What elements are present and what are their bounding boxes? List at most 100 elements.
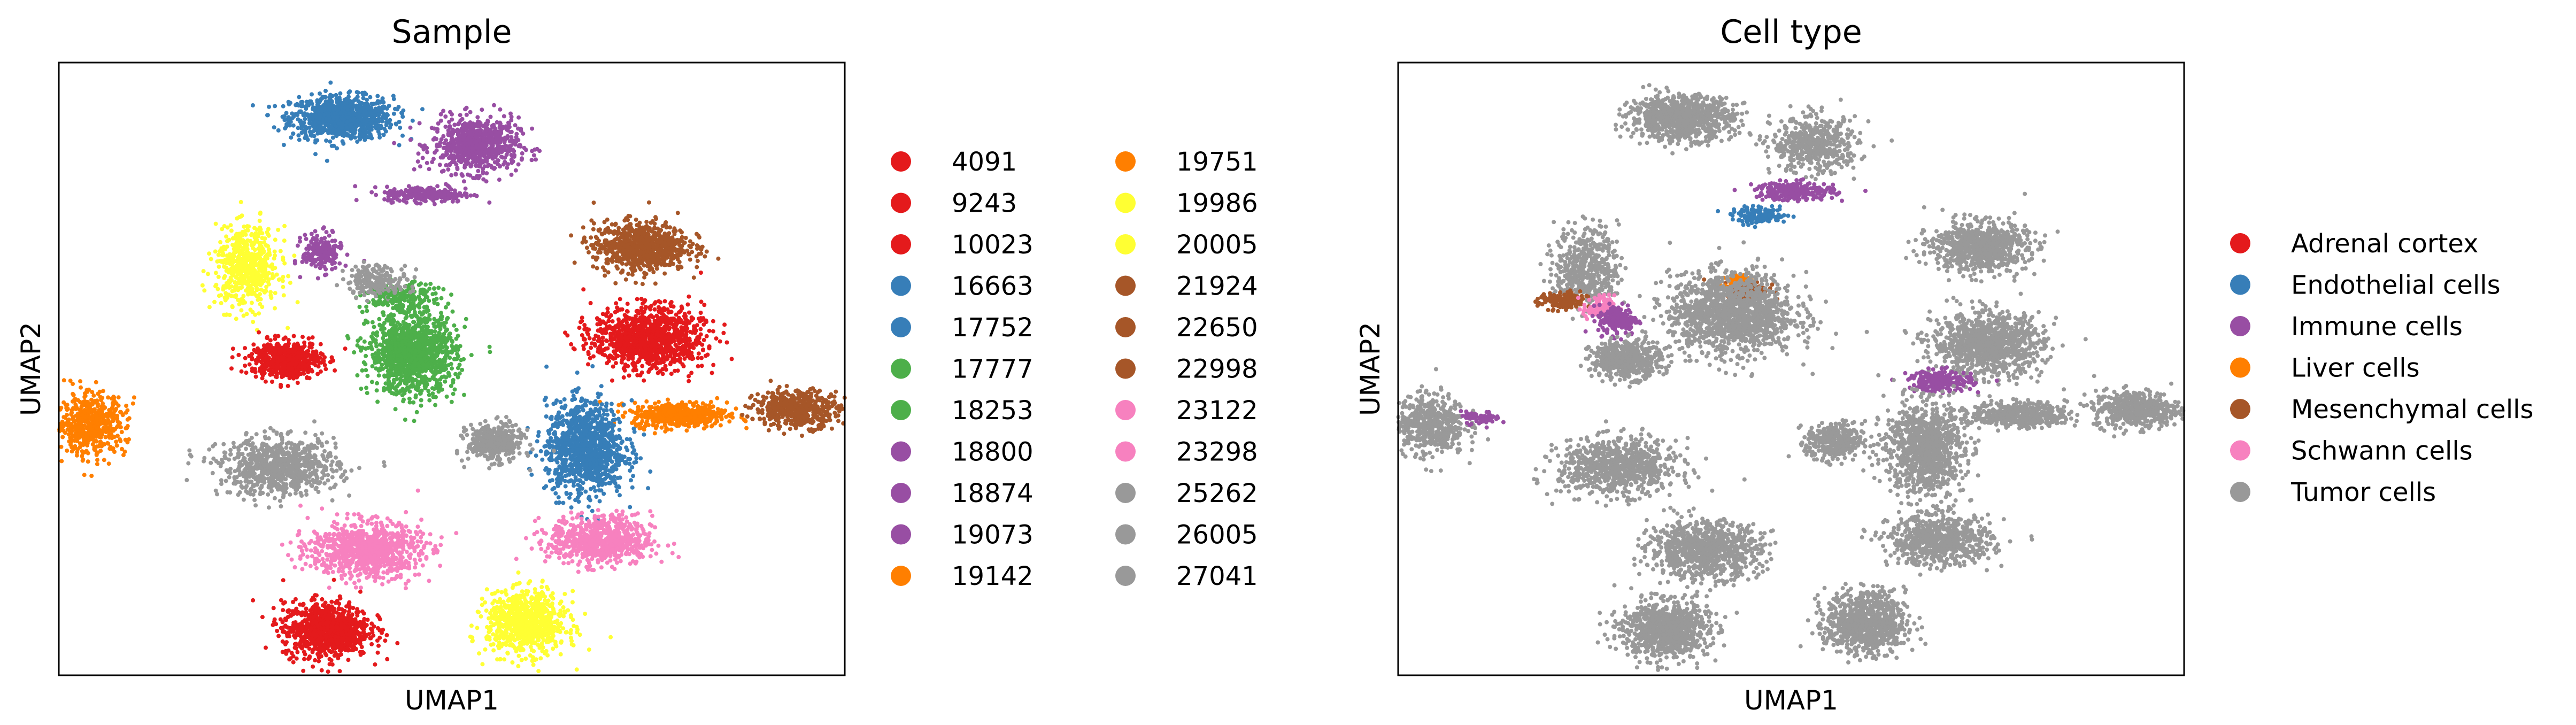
data-point bbox=[257, 311, 261, 316]
data-point bbox=[258, 225, 263, 230]
data-point bbox=[360, 269, 365, 274]
data-point bbox=[438, 140, 443, 145]
data-point bbox=[467, 149, 472, 153]
data-point bbox=[229, 228, 234, 233]
data-point bbox=[215, 259, 220, 264]
data-point bbox=[283, 126, 288, 130]
data-point bbox=[281, 143, 286, 148]
data-point bbox=[655, 259, 660, 264]
data-point bbox=[341, 126, 345, 130]
data-point bbox=[419, 398, 423, 403]
data-point bbox=[419, 403, 423, 408]
data-point bbox=[394, 304, 398, 308]
data-point bbox=[604, 227, 608, 232]
data-point bbox=[512, 153, 517, 158]
data-point bbox=[225, 294, 229, 298]
data-point bbox=[653, 281, 658, 286]
data-point bbox=[344, 98, 349, 103]
data-point bbox=[675, 211, 680, 215]
data-point bbox=[338, 111, 343, 115]
data-point bbox=[432, 286, 437, 291]
data-point bbox=[366, 104, 371, 109]
data-point bbox=[381, 133, 386, 137]
data-point bbox=[299, 126, 304, 130]
data-point bbox=[461, 179, 466, 184]
data-point bbox=[376, 264, 381, 268]
data-point bbox=[673, 246, 677, 251]
data-point bbox=[291, 131, 296, 136]
data-point bbox=[635, 251, 640, 256]
data-point bbox=[487, 200, 492, 205]
data-point bbox=[606, 249, 611, 253]
data-point bbox=[696, 233, 701, 238]
data-point bbox=[264, 242, 268, 247]
data-point bbox=[494, 160, 499, 165]
data-point bbox=[345, 132, 350, 137]
data-point bbox=[448, 331, 452, 336]
data-point bbox=[395, 371, 399, 376]
data-point bbox=[434, 137, 438, 141]
data-point bbox=[441, 155, 445, 160]
data-point bbox=[403, 316, 408, 321]
data-point bbox=[273, 306, 277, 311]
plot-area-sample bbox=[57, 80, 847, 674]
data-point bbox=[251, 263, 256, 267]
data-point bbox=[461, 137, 466, 142]
data-point bbox=[338, 246, 343, 251]
data-point bbox=[646, 200, 651, 205]
data-point bbox=[335, 283, 340, 288]
data-point bbox=[336, 121, 341, 126]
data-point bbox=[381, 357, 386, 361]
data-point bbox=[476, 175, 481, 180]
data-point bbox=[382, 278, 387, 283]
data-point bbox=[463, 158, 468, 163]
data-point bbox=[492, 150, 497, 155]
data-point bbox=[443, 305, 448, 310]
data-point bbox=[704, 249, 709, 254]
data-point bbox=[369, 102, 374, 106]
data-point bbox=[654, 266, 659, 271]
data-point bbox=[417, 121, 422, 126]
data-point bbox=[382, 264, 387, 268]
data-point bbox=[385, 184, 389, 189]
data-point bbox=[612, 229, 617, 234]
data-point bbox=[666, 242, 671, 246]
data-point bbox=[348, 89, 352, 94]
data-point bbox=[464, 128, 469, 133]
data-point bbox=[627, 228, 632, 233]
data-point bbox=[278, 249, 283, 253]
data-point bbox=[382, 190, 387, 195]
data-point bbox=[250, 287, 254, 291]
data-point bbox=[299, 122, 304, 127]
data-point bbox=[433, 403, 438, 407]
data-point bbox=[460, 367, 465, 372]
data-point bbox=[376, 373, 381, 378]
data-point bbox=[364, 275, 368, 280]
data-point bbox=[334, 92, 338, 97]
data-point bbox=[250, 103, 255, 107]
data-point bbox=[323, 106, 328, 111]
data-point bbox=[281, 104, 286, 109]
data-point bbox=[695, 265, 699, 269]
data-point bbox=[398, 277, 403, 282]
data-point bbox=[589, 235, 593, 240]
data-point bbox=[224, 234, 229, 239]
data-point bbox=[694, 254, 699, 259]
data-point bbox=[629, 266, 634, 271]
data-point bbox=[220, 259, 225, 264]
data-point bbox=[374, 357, 379, 361]
data-point bbox=[298, 109, 303, 114]
data-point bbox=[200, 283, 205, 288]
data-point bbox=[271, 274, 276, 279]
data-point bbox=[420, 312, 425, 317]
data-point bbox=[716, 256, 721, 261]
data-point bbox=[435, 370, 439, 375]
data-point bbox=[444, 163, 449, 168]
data-point bbox=[490, 124, 495, 128]
data-point bbox=[315, 276, 320, 281]
data-point bbox=[382, 373, 387, 378]
data-point bbox=[368, 110, 373, 115]
data-point bbox=[309, 121, 314, 126]
data-point bbox=[444, 328, 449, 333]
data-point bbox=[411, 400, 416, 405]
